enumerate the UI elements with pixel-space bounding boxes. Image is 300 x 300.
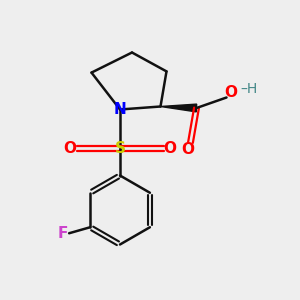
Text: S: S xyxy=(115,141,125,156)
Text: O: O xyxy=(63,141,76,156)
Text: –H: –H xyxy=(240,82,258,96)
Text: N: N xyxy=(114,102,126,117)
Text: O: O xyxy=(164,141,177,156)
Text: O: O xyxy=(224,85,237,100)
Text: F: F xyxy=(57,226,68,241)
Polygon shape xyxy=(160,104,197,112)
Text: O: O xyxy=(181,142,194,158)
